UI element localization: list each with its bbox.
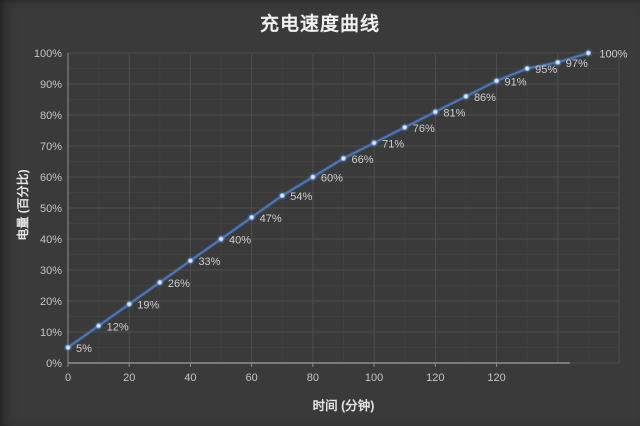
- data-point: [158, 280, 162, 284]
- chart-title: 充电速度曲线: [259, 14, 380, 35]
- data-point: [311, 175, 315, 179]
- data-point: [66, 345, 70, 350]
- data-point: [494, 79, 499, 83]
- data-point: [127, 302, 131, 306]
- data-point-label: 26%: [168, 278, 190, 290]
- data-point: [464, 94, 468, 98]
- data-point-label: 47%: [260, 213, 282, 225]
- data-point: [586, 51, 590, 55]
- x-axis-title: 时间 (分钟): [312, 399, 375, 413]
- data-point: [433, 110, 437, 114]
- data-point-label: 86%: [474, 92, 496, 104]
- x-tick-label: 120: [426, 372, 444, 384]
- data-point-label: 60%: [321, 173, 343, 185]
- y-tick-label: 10%: [40, 327, 62, 339]
- data-point-label: 76%: [413, 123, 435, 135]
- y-tick-label: 40%: [40, 234, 62, 246]
- data-point: [525, 66, 529, 71]
- x-tick-label: 40: [184, 372, 196, 384]
- data-point-label: 66%: [352, 154, 374, 166]
- x-tick-label: 0: [65, 372, 71, 384]
- y-tick-label: 20%: [40, 296, 62, 308]
- data-point: [219, 237, 223, 241]
- data-point-label: 33%: [198, 256, 220, 268]
- y-tick-label: 60%: [40, 172, 62, 184]
- y-tick-label: 90%: [40, 79, 62, 91]
- series-line: [67, 52, 589, 349]
- data-point: [280, 194, 284, 198]
- x-tick-label: 60: [246, 372, 258, 384]
- data-point: [250, 215, 254, 219]
- data-point-label: 40%: [229, 235, 251, 247]
- y-tick-label: 70%: [40, 141, 62, 153]
- data-point-label: 54%: [290, 191, 312, 203]
- data-point-label: 81%: [443, 107, 465, 119]
- data-point: [556, 60, 560, 64]
- data-point: [97, 324, 101, 328]
- data-point-label: 95%: [535, 64, 557, 76]
- x-tick-label: 80: [307, 372, 319, 384]
- y-tick-label: 0%: [46, 358, 62, 370]
- data-point-label: 100%: [599, 49, 627, 61]
- y-axis-title: 电量 (百分比): [16, 169, 30, 241]
- data-point-label: 12%: [107, 321, 129, 333]
- data-point: [403, 125, 407, 129]
- y-tick-label: 100%: [34, 48, 62, 60]
- data-point: [372, 141, 376, 145]
- y-tick-label: 80%: [40, 110, 62, 122]
- x-tick-label: 20: [123, 372, 135, 384]
- data-point-label: 5%: [76, 343, 92, 355]
- x-tick-label: 100: [365, 372, 383, 384]
- y-tick-label: 30%: [40, 265, 62, 277]
- data-point-label: 71%: [382, 138, 404, 150]
- data-point: [188, 259, 193, 263]
- data-point-label: 19%: [137, 300, 159, 312]
- data-point-label: 97%: [566, 58, 588, 70]
- x-tick-label: 120: [487, 372, 505, 384]
- data-point-label: 91%: [505, 76, 527, 88]
- data-point: [341, 156, 346, 160]
- y-tick-label: 50%: [40, 203, 62, 215]
